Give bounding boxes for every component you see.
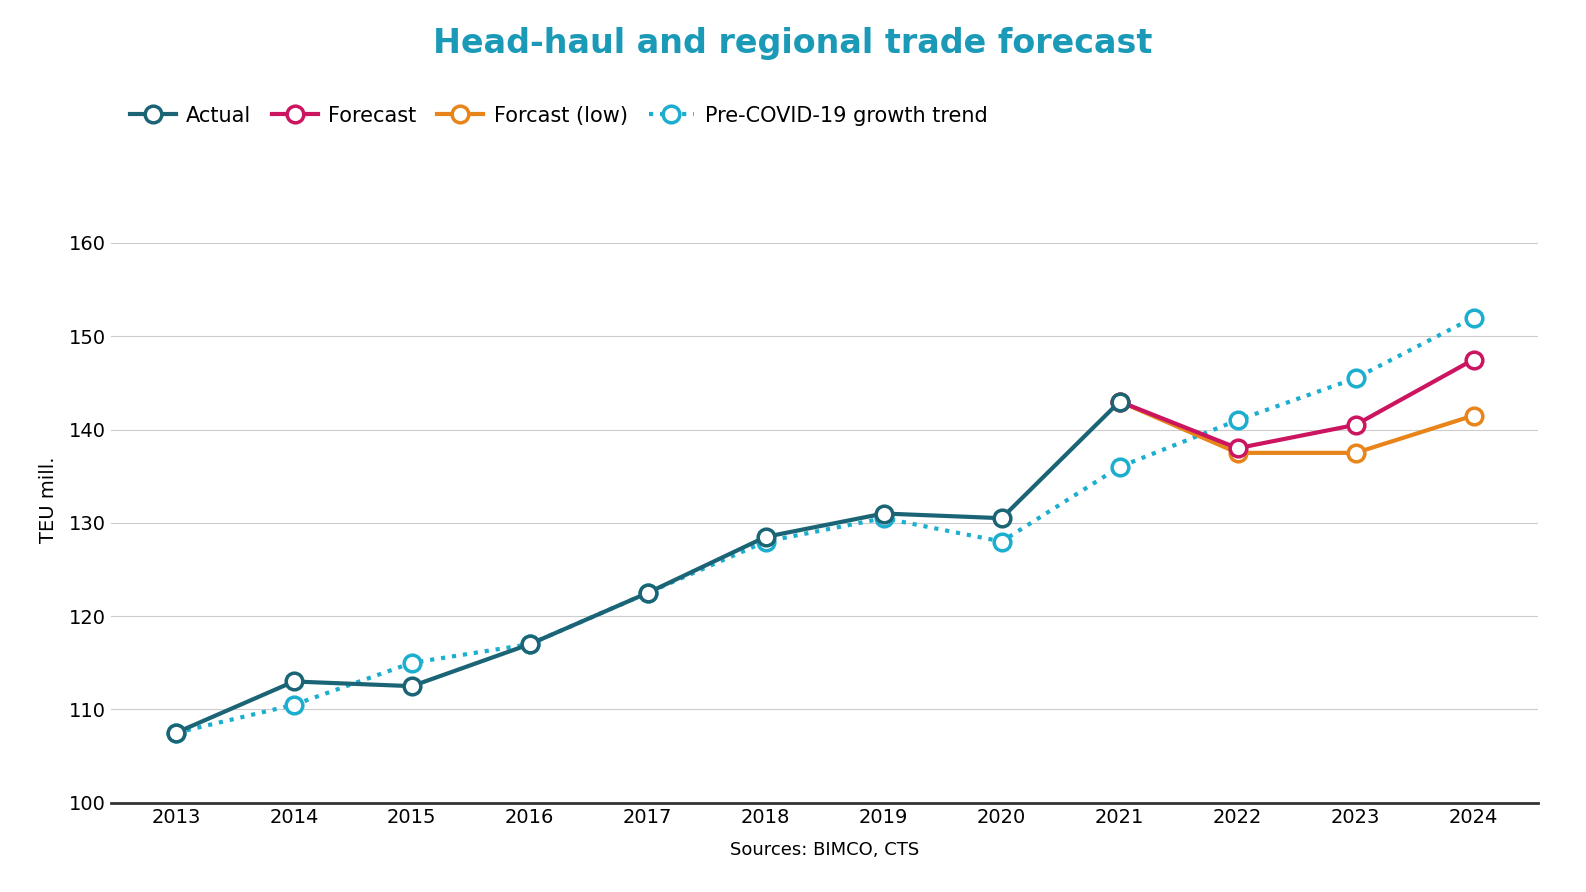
Legend: Actual, Forecast, Forcast (low), Pre-COVID-19 growth trend: Actual, Forecast, Forcast (low), Pre-COV… bbox=[122, 97, 996, 135]
X-axis label: Sources: BIMCO, CTS: Sources: BIMCO, CTS bbox=[730, 840, 920, 858]
Text: Head-haul and regional trade forecast: Head-haul and regional trade forecast bbox=[433, 27, 1153, 60]
Y-axis label: TEU mill.: TEU mill. bbox=[40, 457, 59, 542]
